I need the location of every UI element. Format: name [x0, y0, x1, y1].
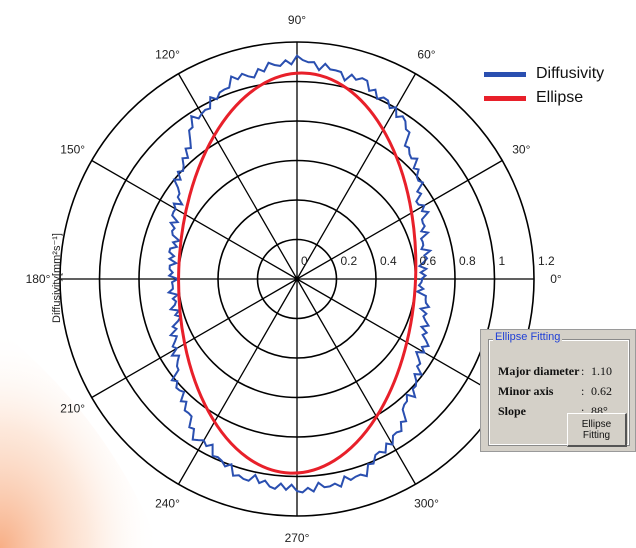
- grid-spoke: [91, 278, 298, 399]
- radial-tick-label: 0.8: [459, 254, 476, 268]
- angle-label: 0°: [550, 272, 562, 286]
- panel-title: Ellipse Fitting: [493, 331, 563, 343]
- angle-label: 180°: [26, 272, 51, 286]
- angle-labels: 0° 30° 60° 90° 120° 150° 180° 210° 240° 270° 300°: [26, 13, 562, 545]
- grid-spoke: [177, 73, 298, 280]
- legend-swatch-ellipse: [484, 95, 526, 101]
- ellipse-fitting-button[interactable]: Ellipse Fitting: [567, 413, 627, 447]
- grid-spokes: [60, 42, 534, 516]
- grid-spoke: [91, 159, 298, 280]
- series-ellipse: [177, 71, 418, 475]
- angle-label: 30°: [512, 143, 530, 157]
- angle-label: 300°: [414, 496, 439, 510]
- major-diameter-label: Major diameter: [498, 364, 580, 378]
- radial-tick-label: 1: [499, 254, 506, 268]
- series-layer: [166, 54, 433, 494]
- angle-label: 90°: [288, 13, 306, 27]
- major-diameter-value: 1.10: [591, 364, 612, 378]
- angle-label: 240°: [155, 496, 180, 510]
- grid-spoke: [296, 278, 417, 485]
- legend-item-diffusivity: Diffusivity: [484, 62, 634, 86]
- angle-label: 270°: [285, 531, 310, 545]
- colon: :: [581, 384, 585, 398]
- legend-label-ellipse: Ellipse: [536, 89, 584, 106]
- series-diffusivity: [166, 54, 433, 494]
- angle-label: 210°: [60, 402, 85, 416]
- colon: :: [581, 404, 585, 418]
- radial-tick-label: 0.6: [420, 254, 437, 268]
- ellipse-fitting-panel: Ellipse Fitting Major diameter : 1.10 Mi…: [480, 329, 636, 452]
- colon: :: [581, 364, 585, 378]
- legend-label-diffusivity: Diffusivity: [536, 65, 605, 82]
- radial-tick-label: 0.4: [380, 254, 397, 268]
- y-axis-label: Diffusivity[mm²s⁻¹]: [51, 233, 63, 323]
- angle-label: 120°: [155, 48, 180, 62]
- legend-item-ellipse: Ellipse: [484, 86, 634, 110]
- grid-spoke: [177, 278, 298, 485]
- legend-swatch-diffusivity: [484, 71, 526, 77]
- angle-label: 60°: [417, 48, 435, 62]
- legend: Diffusivity Ellipse: [484, 62, 634, 110]
- grid-spoke: [296, 159, 503, 280]
- radial-tick-label: 1.2: [538, 254, 555, 268]
- grid-spoke: [296, 73, 417, 280]
- slope-label: Slope: [498, 404, 527, 418]
- minor-axis-value: 0.62: [591, 384, 612, 398]
- radial-tick-labels: 0 0.2 0.4 0.6 0.8 1 1.2: [301, 254, 555, 268]
- radial-tick-label: 0: [301, 254, 308, 268]
- minor-axis-label: Minor axis: [498, 384, 554, 398]
- radial-tick-label: 0.2: [341, 254, 358, 268]
- angle-label: 150°: [60, 143, 85, 157]
- grid-spoke: [296, 278, 503, 399]
